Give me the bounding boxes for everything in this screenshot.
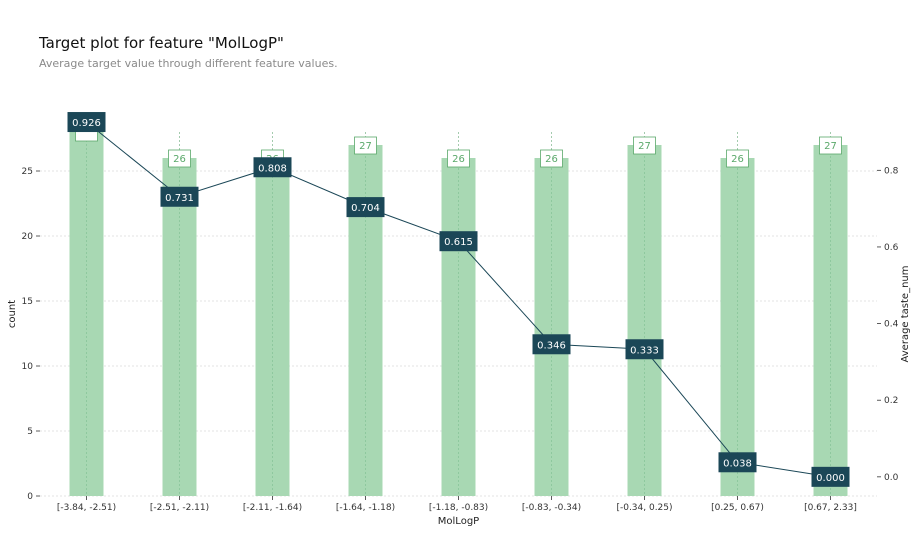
count-label-box [354,136,377,155]
value-label-box [160,186,199,207]
value-label: 0.333 [630,345,659,356]
x-tick-label: [-2.11, -1.64) [243,503,302,513]
bar [534,158,569,496]
count-label-box [168,149,191,168]
count-label: 26 [545,154,558,165]
x-tick-label: [-0.83, -0.34) [522,503,581,513]
x-tick-label: [0.67, 2.33] [804,503,857,513]
x-tick-label: [-1.64, -1.18) [336,503,395,513]
y-tick-label: 15 [22,297,33,307]
count-label: 27 [359,141,372,152]
y-tick-label: 10 [22,362,34,372]
y-tick-label: 20 [22,232,34,242]
y2-tick-label: 0.6 [884,243,899,253]
count-label: 26 [452,154,465,165]
count-label: 27 [824,141,837,152]
x-tick-label: [-0.34, 0.25) [616,503,672,513]
value-label-box [811,466,850,487]
count-label-box [819,136,842,155]
count-label-box [726,149,749,168]
chart-subtitle: Average target value through different f… [39,57,338,70]
y2-tick-label: 0.8 [884,166,899,176]
value-label: 0.346 [537,340,566,351]
x-tick-label: [-3.84, -2.51) [57,503,116,513]
x-tick-label: [-2.51, -2.11) [150,503,209,513]
count-label: 26 [731,154,744,165]
x-tick-label: [-1.18, -0.83) [429,503,488,513]
y-tick-label: 5 [27,427,33,437]
value-label-box [625,339,664,360]
bar [720,158,755,496]
value-label-box [253,157,292,178]
y2-tick-label: 0.4 [884,320,899,330]
y2-axis-label: Average taste_num [900,266,911,363]
value-label-box [718,452,757,473]
count-label-box [633,136,656,155]
count-label-box [540,149,563,168]
count-label-box [447,149,470,168]
bar [162,158,197,496]
value-label: 0.731 [165,193,194,204]
value-label: 0.000 [816,473,845,484]
y2-tick-label: 0.0 [884,473,899,483]
bar [441,158,476,496]
y-tick-label: 25 [22,167,33,177]
y-tick-label: 0 [27,492,33,502]
y-axis-label: count [7,300,18,328]
value-label: 0.615 [444,237,473,248]
value-label: 0.808 [258,163,287,174]
value-label: 0.038 [723,458,752,469]
count-label: 27 [638,141,651,152]
bar [255,158,290,496]
value-label-box [439,231,478,252]
value-label-box [67,112,106,133]
value-label-box [532,334,571,355]
count-label: 26 [173,154,186,165]
value-label-box [346,197,385,218]
chart-title: Target plot for feature "MolLogP" [39,34,284,52]
value-label: 0.704 [351,203,380,214]
y2-tick-label: 0.2 [884,396,898,406]
x-tick-label: [0.25, 0.67) [711,503,764,513]
value-label: 0.926 [72,118,101,129]
x-axis-label: MolLogP [438,516,479,527]
